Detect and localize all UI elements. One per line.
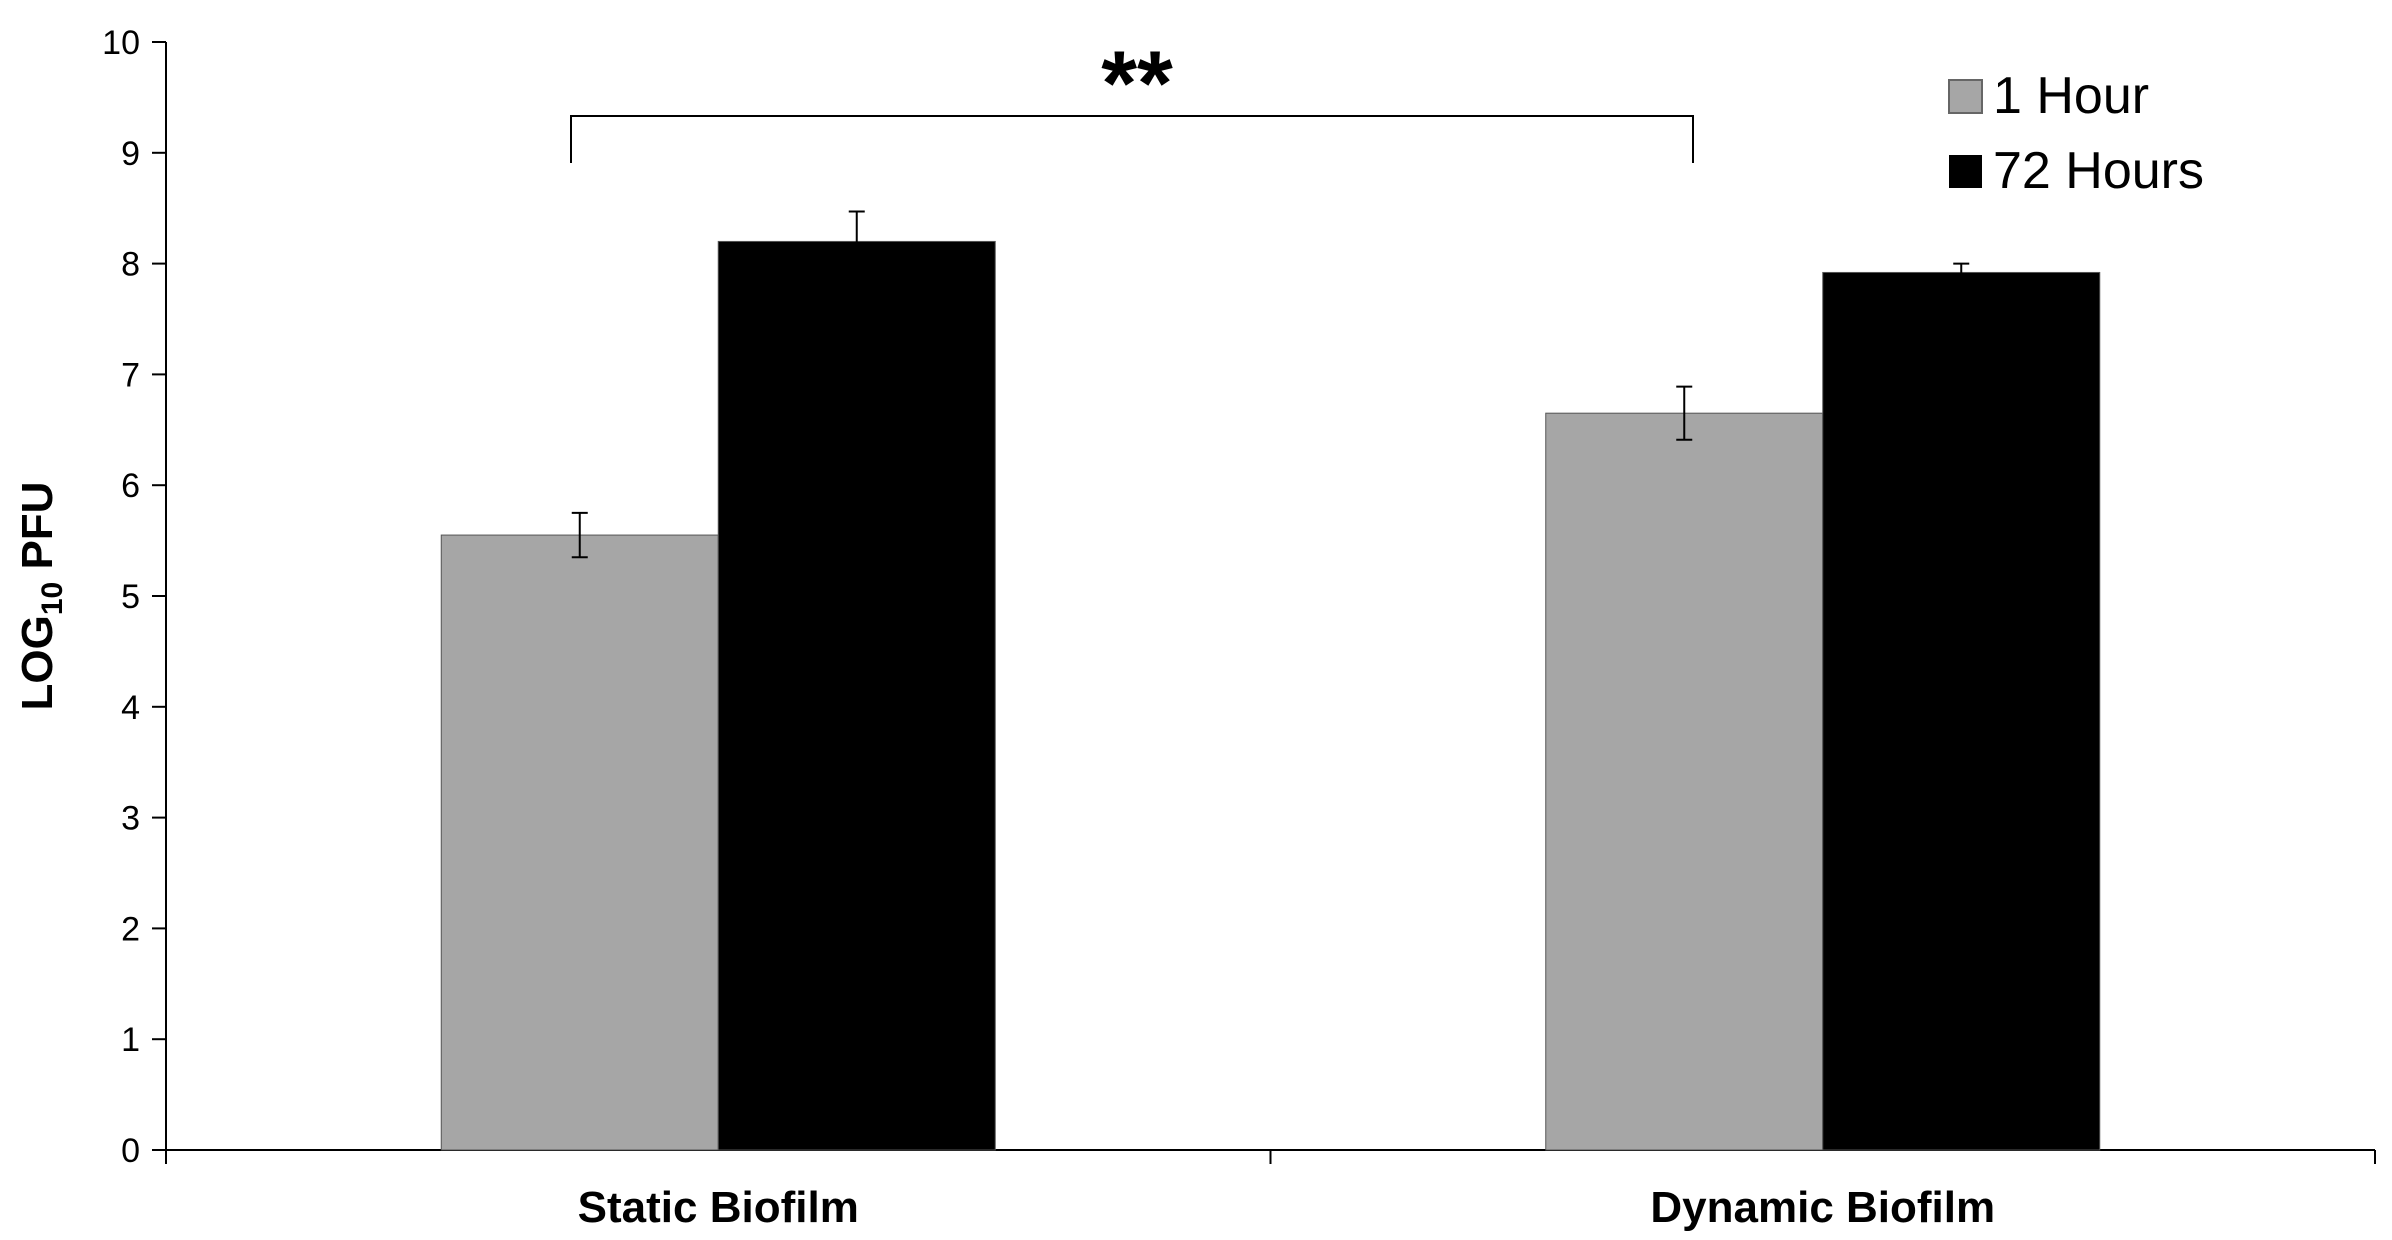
y-tick-label: 1 [121, 1021, 140, 1059]
y-tick-label: 9 [121, 135, 140, 173]
bar-1-hour [440, 534, 719, 1151]
bar-1-hour [1545, 412, 1824, 1151]
y-axis-title-subscript: 10 [36, 582, 69, 615]
bars [440, 240, 2101, 1151]
y-tick-label: 6 [121, 467, 140, 505]
error-bars [571, 210, 1970, 559]
category-label: Static Biofilm [578, 1183, 859, 1232]
y-tick-label: 2 [121, 910, 140, 948]
category-label: Dynamic Biofilm [1650, 1183, 1995, 1232]
y-axis-title: LOG10 PFU [13, 482, 69, 711]
y-tick-label: 10 [102, 24, 140, 62]
y-tick-label: 0 [121, 1132, 140, 1170]
y-ticks: 0 1 2 3 4 5 6 7 8 9 10 [102, 24, 166, 1170]
legend: 1 Hour 72 Hours [1948, 67, 2204, 200]
legend-swatch-1-hour [1948, 79, 1983, 114]
legend-label-72-hours: 72 Hours [1993, 142, 2204, 200]
y-tick-label: 8 [121, 246, 140, 284]
category-labels: Static Biofilm Dynamic Biofilm [578, 1183, 1995, 1232]
y-tick-label: 7 [121, 356, 140, 394]
x-ticks [165, 1150, 2376, 1164]
legend-label-1-hour: 1 Hour [1993, 67, 2149, 125]
y-tick-label: 4 [121, 689, 140, 727]
significance-bracket: ** [570, 33, 1694, 163]
significance-label: ** [1101, 33, 1173, 135]
y-tick-label: 3 [121, 800, 140, 838]
y-tick-label: 5 [121, 578, 140, 616]
bar-72-hours [1822, 271, 2101, 1151]
bar-72-hours [717, 240, 996, 1151]
significance-bracket-line [570, 115, 1694, 163]
legend-swatch-72-hours [1949, 155, 1982, 188]
